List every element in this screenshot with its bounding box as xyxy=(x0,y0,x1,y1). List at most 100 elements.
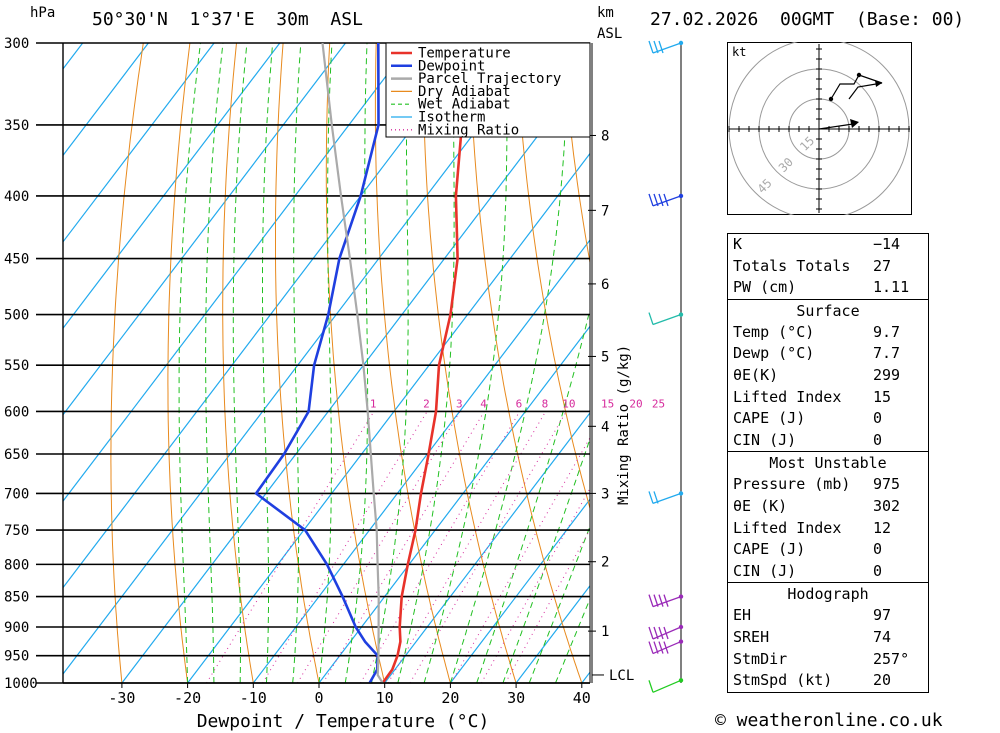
isotherm-line xyxy=(63,43,281,330)
temperature-tick-label: -30 xyxy=(108,689,135,707)
wind-barb-staff xyxy=(652,313,682,326)
index-label: Totals Totals xyxy=(733,256,851,275)
km-tick-label: 3 xyxy=(601,486,609,502)
surface-section-title: Surface xyxy=(728,298,928,322)
index-row: CAPE (J) 0 xyxy=(728,539,928,561)
index-label: CIN (J) xyxy=(733,561,797,580)
pressure-tick-label: 1000 xyxy=(4,676,38,692)
dry-adiabat-line xyxy=(935,43,1000,683)
wind-barb-feather xyxy=(653,491,659,504)
hodograph-unit: kt xyxy=(732,45,746,59)
km-tick-label: 4 xyxy=(601,419,609,435)
index-value: 302 xyxy=(873,496,901,515)
wind-barb-feather xyxy=(648,193,654,207)
wet-adiabat-line xyxy=(205,43,224,683)
legend-entry-label: Temperature xyxy=(418,46,511,62)
wet-adiabat-line xyxy=(555,597,590,683)
wind-barb-feather xyxy=(658,626,664,640)
isotherm-line xyxy=(63,43,215,243)
wind-barb-staff xyxy=(652,679,682,693)
pressure-tick-label: 800 xyxy=(4,557,29,573)
index-value: 1.11 xyxy=(873,278,910,297)
pressure-tick-label: 500 xyxy=(4,308,29,324)
pressure-tick-label: 400 xyxy=(4,189,29,205)
wind-barb-feather xyxy=(653,40,659,54)
wind-barb-feather xyxy=(653,193,659,207)
mixing-ratio-value-label: 8 xyxy=(542,397,549,410)
index-value: 74 xyxy=(873,627,892,646)
temperature-tick-label: 30 xyxy=(507,689,525,707)
dry-adiabat-line xyxy=(222,43,254,683)
index-label: CAPE (J) xyxy=(733,409,806,428)
isotherm-line xyxy=(63,43,412,503)
index-row: StmDir 257° xyxy=(728,649,928,671)
index-row: K −14 xyxy=(728,234,928,256)
index-value: 97 xyxy=(873,606,892,625)
index-value: 27 xyxy=(873,256,892,275)
pressure-tick-label: 550 xyxy=(4,358,29,374)
wind-barb-dot xyxy=(678,312,684,317)
temperature-tick-label: 40 xyxy=(573,689,591,707)
temperature-tick-label: 10 xyxy=(376,689,394,707)
wind-barb-feather xyxy=(653,641,659,654)
dry-adiabat-line xyxy=(982,43,1000,683)
index-row: Totals Totals 27 xyxy=(728,256,928,278)
index-value: 12 xyxy=(873,518,892,537)
wet-adiabat-line xyxy=(318,43,333,683)
dry-adiabat-line xyxy=(562,43,590,266)
hodograph-section-title: Hodograph xyxy=(728,582,928,605)
temperature-tick-label: -20 xyxy=(174,689,201,707)
copyright: © weatheronline.co.uk xyxy=(715,710,943,731)
temperature-tick-label: 0 xyxy=(314,689,323,707)
wind-barb-feather xyxy=(663,641,669,654)
legend-entry-label: Dewpoint xyxy=(418,58,485,74)
index-row: Dewp (°C) 7.7 xyxy=(728,343,928,365)
mixing-ratio-value-label: 3 xyxy=(456,397,463,410)
index-label: PW (cm) xyxy=(733,278,797,297)
lcl-label: LCL xyxy=(609,668,634,684)
mixing-ratio-value-label: 6 xyxy=(516,397,523,410)
pressure-tick-label: 300 xyxy=(4,36,29,52)
index-row: Pressure (mb) 975 xyxy=(728,474,928,496)
wind-barb-feather xyxy=(653,626,659,640)
isotherm-line xyxy=(63,43,347,416)
legend-box xyxy=(385,42,591,138)
dry-adiabat-line xyxy=(110,43,144,683)
legend-entry-label: Mixing Ratio xyxy=(418,122,519,138)
pressure-unit-label: hPa xyxy=(30,5,56,21)
hodograph-trace-start xyxy=(828,96,834,102)
pressure-tick-label: 700 xyxy=(4,486,29,502)
index-label: θE (K) xyxy=(733,496,788,515)
dewpoint-profile-line xyxy=(254,43,380,683)
index-label: Temp (°C) xyxy=(733,322,815,341)
pressure-tick-label: 650 xyxy=(4,447,29,463)
wind-barb-feather xyxy=(648,594,654,607)
wet-adiabat-line xyxy=(262,43,274,683)
height-unit-asl: ASL xyxy=(597,26,623,42)
index-row: StmSpd (kt) 20 xyxy=(728,670,928,692)
height-unit-km: km xyxy=(597,5,614,21)
index-label: EH xyxy=(733,606,752,625)
datetime-title: 27.02.2026 00GMT (Base: 00) xyxy=(650,9,965,30)
wind-barb-feather xyxy=(648,312,654,325)
pressure-tick-label: 450 xyxy=(4,252,29,268)
legend-entry-label: Wet Adiabat xyxy=(418,97,511,113)
index-row: Lifted Index 15 xyxy=(728,387,928,409)
wind-barb-feather xyxy=(663,626,669,640)
dry-adiabat-line xyxy=(468,43,583,683)
index-row: Lifted Index 12 xyxy=(728,518,928,540)
index-value: 9.7 xyxy=(873,322,901,341)
isotherm-line xyxy=(63,43,150,157)
index-row: Temp (°C) 9.7 xyxy=(728,322,928,344)
most-unstable-section-title: Most Unstable xyxy=(728,451,928,474)
index-value: 15 xyxy=(873,387,892,406)
wind-barb-feather xyxy=(663,193,669,207)
wet-adiabat-line xyxy=(178,43,201,683)
index-label: Dewp (°C) xyxy=(733,344,815,363)
isotherm-line xyxy=(252,238,590,683)
index-row: CIN (J) 0 xyxy=(728,430,928,452)
dry-adiabat-line xyxy=(275,43,320,683)
wind-barb-feather xyxy=(658,594,664,607)
isotherm-line xyxy=(449,498,590,683)
